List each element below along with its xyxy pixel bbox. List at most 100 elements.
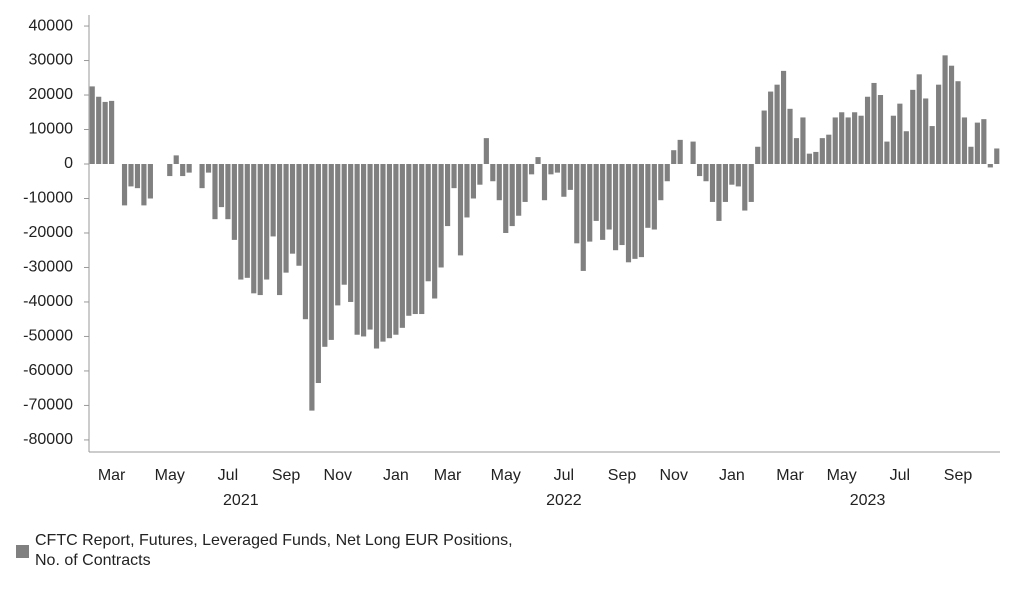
bar xyxy=(826,134,832,165)
bar xyxy=(632,164,638,259)
bar xyxy=(367,164,373,330)
bar xyxy=(548,164,554,175)
bar xyxy=(335,164,341,306)
bar xyxy=(483,138,489,165)
bar xyxy=(690,141,696,165)
bar xyxy=(354,164,360,335)
bar xyxy=(386,164,393,339)
bar xyxy=(102,101,108,165)
x-tick-label: Jan xyxy=(719,467,745,484)
bar xyxy=(929,126,935,165)
bar xyxy=(638,164,644,258)
bar xyxy=(612,164,619,251)
bar xyxy=(961,117,968,165)
bar xyxy=(677,139,683,165)
bar xyxy=(897,103,903,165)
bar xyxy=(890,115,896,165)
bar xyxy=(742,164,748,211)
y-tick-label: 20000 xyxy=(29,86,74,103)
bar xyxy=(729,164,735,185)
bar xyxy=(968,146,974,165)
bar xyxy=(328,164,334,340)
y-tick-label: -10000 xyxy=(23,190,73,207)
bar xyxy=(955,81,961,165)
bar xyxy=(793,138,800,165)
bar xyxy=(587,164,593,242)
bar xyxy=(341,164,347,285)
bar xyxy=(755,146,761,165)
bar xyxy=(348,164,354,302)
bar xyxy=(199,164,205,189)
y-tick-label: 0 xyxy=(64,155,73,172)
bar xyxy=(134,164,141,189)
bar xyxy=(490,164,496,182)
bar xyxy=(948,65,955,165)
bar xyxy=(109,100,115,165)
bar xyxy=(289,164,296,254)
bar xyxy=(528,164,535,175)
bar xyxy=(399,164,405,328)
x-tick-label: Mar xyxy=(776,467,804,484)
x-tick-label: Jul xyxy=(890,467,910,484)
bar xyxy=(89,86,95,165)
bar xyxy=(238,164,244,280)
bar xyxy=(425,164,431,282)
bar xyxy=(451,164,457,189)
bar xyxy=(212,164,218,220)
x-group-label: 2021 xyxy=(223,492,259,509)
bar xyxy=(406,164,412,316)
bar xyxy=(768,91,774,165)
bar xyxy=(625,164,632,263)
bar xyxy=(981,119,987,165)
bar xyxy=(916,74,922,165)
bar xyxy=(645,164,651,228)
bar xyxy=(128,164,134,187)
bar xyxy=(322,164,328,347)
bar xyxy=(780,70,787,165)
y-tick-label: -50000 xyxy=(23,328,73,345)
y-tick-label: -60000 xyxy=(23,362,73,379)
y-tick-label: -70000 xyxy=(23,397,73,414)
bar xyxy=(787,108,793,165)
bar xyxy=(218,164,225,208)
bar xyxy=(516,164,522,216)
bar xyxy=(748,164,754,202)
bar xyxy=(819,138,825,165)
y-tick-label: 10000 xyxy=(29,121,74,138)
bar xyxy=(709,164,716,202)
x-tick-label: Sep xyxy=(608,467,637,484)
y-tick-label: 30000 xyxy=(29,52,74,69)
bar xyxy=(470,164,477,199)
bar xyxy=(244,164,250,278)
bar xyxy=(315,164,321,384)
bar xyxy=(121,164,128,206)
bar xyxy=(283,164,289,273)
bar xyxy=(503,164,509,233)
x-tick-label: Jul xyxy=(554,467,574,484)
bar xyxy=(186,164,192,173)
x-tick-label: Sep xyxy=(944,467,973,484)
bar xyxy=(432,164,438,299)
bar xyxy=(270,164,276,237)
x-group-label: 2022 xyxy=(546,492,582,509)
bar xyxy=(722,164,728,202)
bar xyxy=(671,150,677,165)
bar xyxy=(309,164,315,411)
bar xyxy=(419,164,425,315)
bar xyxy=(910,89,916,165)
bar xyxy=(884,141,890,165)
bar xyxy=(871,82,877,165)
bar xyxy=(541,164,548,201)
bar xyxy=(380,164,386,342)
legend-swatch xyxy=(16,545,29,558)
x-group-label: 2023 xyxy=(850,492,886,509)
bar xyxy=(302,164,309,320)
bar xyxy=(264,164,270,280)
bar xyxy=(445,164,451,227)
bar xyxy=(373,164,380,349)
bar xyxy=(774,84,780,165)
bar xyxy=(496,164,502,201)
bar xyxy=(393,164,399,335)
bar xyxy=(580,164,586,271)
